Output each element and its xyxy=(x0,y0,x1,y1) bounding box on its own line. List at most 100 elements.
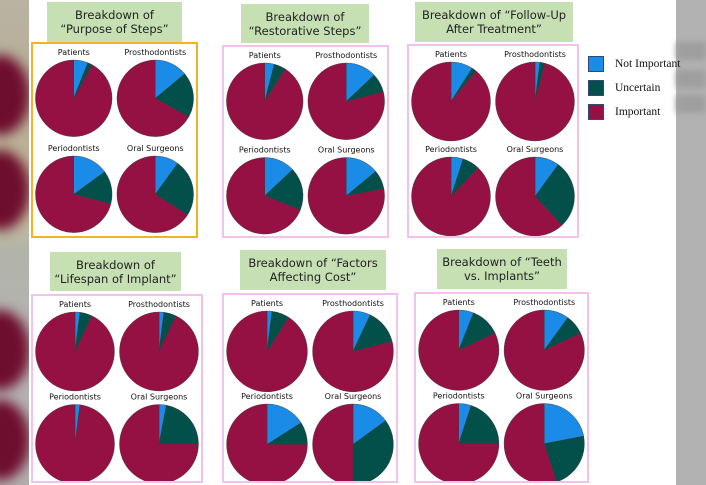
legend: Not Important Uncertain Important xyxy=(588,52,681,124)
blurred-shape xyxy=(0,150,29,230)
pie-slice-uncertain xyxy=(154,163,194,216)
pie-slice-important xyxy=(119,404,199,481)
pie-slice-important xyxy=(35,404,115,481)
pie-periodontists: Periodontists xyxy=(35,393,115,481)
pie-slice-uncertain xyxy=(264,169,304,211)
legend-label: Important xyxy=(615,106,661,118)
pie-periodontists: Periodontists xyxy=(411,145,491,236)
pie-slice-uncertain xyxy=(352,420,394,481)
pie-slice-not-important xyxy=(544,403,584,444)
pie-label: Oral Surgeons xyxy=(516,392,573,401)
pie-slice-uncertain xyxy=(154,73,194,118)
legend-item-not-important: Not Important xyxy=(588,52,681,76)
pie-grid: Patients Prosthodontists Periodontists Oral… xyxy=(35,48,194,233)
pie-oral-surgeons: Oral Surgeons xyxy=(116,144,194,233)
pie-slice-important xyxy=(226,62,304,140)
pie-label: Patients xyxy=(249,51,281,60)
blurred-shape xyxy=(676,42,706,60)
pie-slice-important xyxy=(116,155,188,233)
chart-panel[interactable]: Patients Prosthodontists Periodontists Oral… xyxy=(31,42,198,238)
pie-label: Periodontists xyxy=(433,392,485,401)
pie-label: Prosthodontists xyxy=(513,298,575,307)
pie-label: Periodontists xyxy=(48,144,100,153)
blurred-shape xyxy=(676,95,706,113)
pie-slice-important xyxy=(411,61,491,142)
chart-panel[interactable]: Patients Prosthodontists Periodontists Oral… xyxy=(407,44,579,238)
pie-label: Prosthodontists xyxy=(322,299,384,308)
legend-swatch xyxy=(588,56,604,72)
chart-panel[interactable]: Patients Prosthodontists Periodontists Oral… xyxy=(222,293,398,483)
pie-patients: Patients xyxy=(35,48,113,137)
pie-periodontists: Periodontists xyxy=(35,144,113,233)
pie-slice-important xyxy=(119,311,199,392)
pie-label: Oral Surgeons xyxy=(127,144,184,153)
chart-panel[interactable]: Patients Prosthodontists Periodontists Oral… xyxy=(31,294,203,483)
pie-label: Patients xyxy=(58,48,90,57)
pie-slice-uncertain xyxy=(534,164,575,226)
pie-oral-surgeons: Oral Surgeons xyxy=(495,145,575,236)
chart-panel[interactable]: Patients Prosthodontists Periodontists Oral… xyxy=(414,292,589,483)
pie-label: Patients xyxy=(251,299,283,308)
pie-slice-important xyxy=(226,157,301,235)
pie-label: Oral Surgeons xyxy=(325,392,382,401)
legend-swatch xyxy=(588,80,604,96)
pie-prosthodontists: Prosthodontists xyxy=(495,50,575,142)
pie-grid: Patients Prosthodontists Periodontists Oral… xyxy=(418,298,585,481)
pie-slice-important xyxy=(312,310,394,393)
pie-slice-important xyxy=(418,309,500,391)
legend-label: Uncertain xyxy=(615,82,661,94)
pie-slice-important xyxy=(226,310,308,393)
chart-panel[interactable]: Patients Prosthodontists Periodontists Oral… xyxy=(222,45,389,238)
pie-prosthodontists: Prosthodontists xyxy=(503,298,585,391)
pie-label: Periodontists xyxy=(49,393,101,402)
chart-title: Breakdown of “Purpose of Steps” xyxy=(47,2,182,42)
pie-oral-surgeons: Oral Surgeons xyxy=(307,146,385,235)
chart-title: Breakdown of “Teeth vs. Implants” xyxy=(437,249,567,289)
pie-oral-surgeons: Oral Surgeons xyxy=(312,392,394,481)
pie-label: Periodontists xyxy=(239,146,291,155)
blurred-shape xyxy=(0,310,29,390)
pie-label: Oral Surgeons xyxy=(507,145,564,154)
chart-title: Breakdown of “Follow-Up After Treatment” xyxy=(415,2,573,42)
legend-swatch xyxy=(588,104,604,120)
blurred-shape xyxy=(0,400,29,480)
pie-oral-surgeons: Oral Surgeons xyxy=(503,392,585,481)
legend-label: Not Important xyxy=(615,58,681,70)
pie-slice-important xyxy=(35,155,112,233)
pie-label: Prosthodontists xyxy=(315,51,377,60)
pie-prosthodontists: Prosthodontists xyxy=(307,51,385,140)
pie-slice-uncertain xyxy=(543,435,585,481)
pie-oral-surgeons: Oral Surgeons xyxy=(119,393,199,481)
pie-label: Patients xyxy=(59,300,91,309)
pie-slice-important xyxy=(418,403,500,481)
pie-patients: Patients xyxy=(411,50,491,142)
pie-prosthodontists: Prosthodontists xyxy=(119,300,199,392)
pie-grid: Patients Prosthodontists Periodontists Oral… xyxy=(411,50,575,236)
pie-slice-important xyxy=(226,403,308,481)
legend-item-uncertain: Uncertain xyxy=(588,76,678,100)
chart-title: Breakdown of “Restorative Steps” xyxy=(241,4,369,43)
pie-slice-important xyxy=(495,156,563,236)
pie-label: Prosthodontists xyxy=(504,50,566,59)
pie-slice-uncertain xyxy=(458,405,500,444)
pie-label: Patients xyxy=(435,50,467,59)
pie-label: Periodontists xyxy=(241,392,293,401)
pie-slice-important xyxy=(116,59,190,137)
pie-grid: Patients Prosthodontists Periodontists Oral… xyxy=(35,300,199,481)
pie-patients: Patients xyxy=(418,298,500,391)
pie-slice-important xyxy=(411,156,491,236)
pie-label: Oral Surgeons xyxy=(131,393,188,402)
pie-periodontists: Periodontists xyxy=(418,392,500,481)
pie-label: Patients xyxy=(443,298,475,307)
pie-slice-important xyxy=(307,157,385,235)
pie-patients: Patients xyxy=(35,300,115,392)
pie-prosthodontists: Prosthodontists xyxy=(312,299,394,393)
pie-label: Periodontists xyxy=(425,145,477,154)
chart-title: Breakdown of “Factors Affecting Cost” xyxy=(240,250,386,290)
pie-slice-important xyxy=(312,403,354,481)
pie-periodontists: Periodontists xyxy=(226,392,308,481)
pie-grid: Patients Prosthodontists Periodontists Oral… xyxy=(226,299,394,481)
pie-grid: Patients Prosthodontists Periodontists Oral… xyxy=(226,51,385,235)
legend-item-important: Important xyxy=(588,100,678,124)
pie-label: Prosthodontists xyxy=(124,48,186,57)
